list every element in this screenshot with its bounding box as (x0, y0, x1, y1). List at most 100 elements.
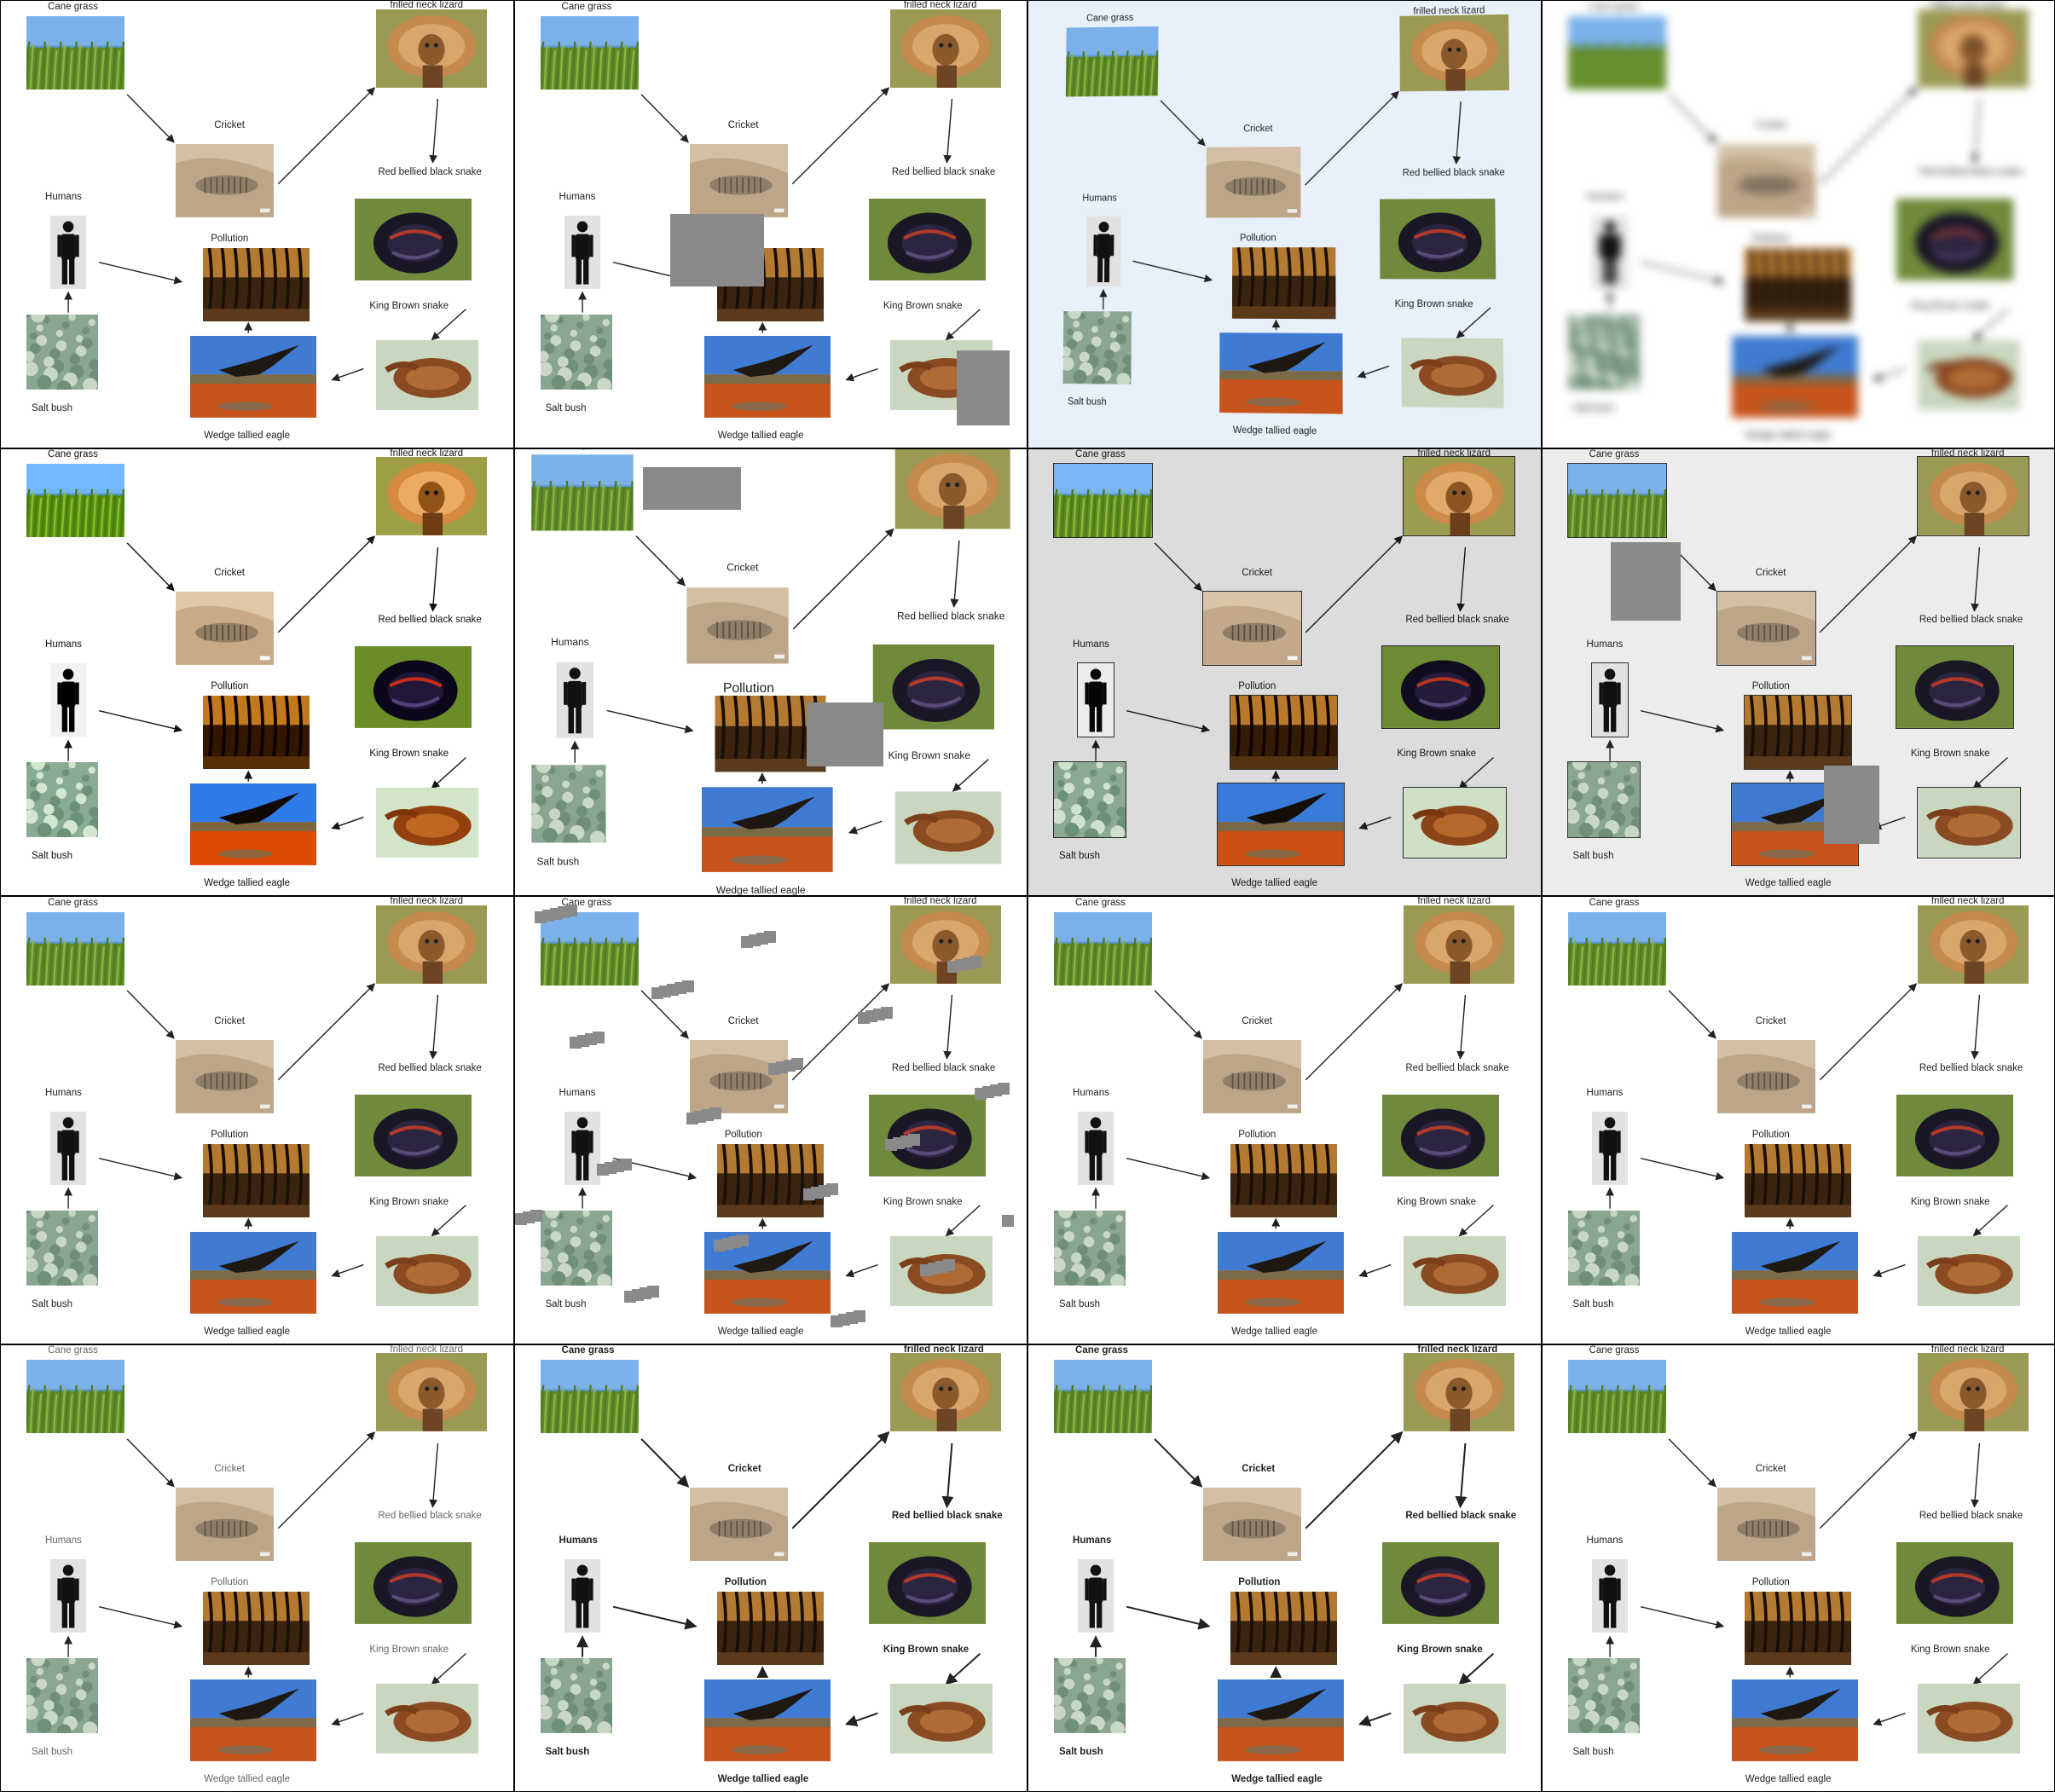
black-snake-photo-icon (1896, 1542, 2013, 1625)
arrow-red-bellied-black-snake-to-king-brown-snake (1972, 309, 2008, 341)
arrow-humans-to-pollution (98, 1158, 183, 1181)
eagle-photo-icon (1219, 332, 1343, 414)
arrow-humans-to-pollution (1640, 1158, 1724, 1181)
arrow-cane-grass-to-cricket (1154, 1437, 1203, 1488)
food-web-panel-5: Cane grass frilled neck lizard Cricket Red … (1, 448, 513, 895)
label-pollution: Pollution (1751, 681, 1790, 692)
arrow-king-brown-snake-to-wedge-tailed-eagle (331, 816, 364, 830)
label-frilled-neck-lizard: frilled neck lizard (1413, 5, 1485, 17)
arrow-king-brown-snake-to-wedge-tailed-eagle (1358, 1263, 1392, 1278)
arrows-layer (1091, 535, 1494, 830)
label-cane-grass: Cane grass (1075, 1345, 1129, 1356)
occlusion-block (642, 467, 741, 511)
label-wedge-tailed-eagle: Wedge tallied eagle (1745, 430, 1832, 441)
label-wedge-tailed-eagle: Wedge tallied eagle (715, 884, 806, 895)
label-salt-bush: Salt bush (535, 856, 579, 867)
eagle-photo-icon (1217, 783, 1346, 867)
label-frilled-neck-lizard: frilled neck lizard (390, 897, 464, 906)
label-frilled-neck-lizard: frilled neck lizard (903, 1344, 984, 1355)
label-king-brown-snake: King Brown snake (1397, 749, 1477, 760)
pollution-photo-icon (1230, 695, 1339, 771)
arrow-cricket-to-frilled-neck-lizard (1819, 983, 1917, 1081)
grass-photo-icon (1567, 911, 1666, 986)
eagle-photo-icon (703, 1679, 831, 1762)
brown-snake-photo-icon (376, 788, 479, 858)
arrow-cane-grass-to-cricket (1154, 990, 1202, 1039)
label-red-bellied-black-snake: Red bellied black snake (1919, 1062, 2023, 1073)
label-salt-bush: Salt bush (32, 851, 72, 862)
label-humans: Humans (45, 191, 82, 202)
arrow-frilled-neck-lizard-to-red-bellied-black-snake (429, 546, 439, 612)
arrow-cricket-to-frilled-neck-lizard (277, 535, 376, 633)
black-snake-photo-icon (1896, 1094, 2013, 1176)
pollution-photo-icon (203, 696, 310, 770)
lizard-photo-icon (889, 9, 1001, 88)
label-red-bellied-black-snake: Red bellied black snake (891, 1062, 996, 1073)
arrow-cricket-to-frilled-neck-lizard (791, 1431, 889, 1529)
label-humans: Humans (559, 1535, 598, 1546)
label-pollution: Pollution (1751, 1129, 1790, 1140)
black-snake-photo-icon (1896, 198, 2013, 280)
arrow-cricket-to-frilled-neck-lizard (792, 528, 894, 629)
label-salt-bush: Salt bush (1059, 851, 1100, 862)
grass-photo-icon (26, 15, 125, 90)
label-pollution: Pollution (1238, 1577, 1281, 1588)
arrow-cane-grass-to-cricket (126, 1437, 175, 1488)
label-cricket: Cricket (1242, 1464, 1276, 1475)
arrows-layer (1091, 983, 1494, 1278)
label-humans: Humans (1586, 1535, 1624, 1546)
arrow-frilled-neck-lizard-to-red-bellied-black-snake (942, 994, 952, 1060)
arrows-layer (1605, 1431, 2008, 1726)
arrow-red-bellied-black-snake-to-king-brown-snake (952, 758, 989, 792)
arrow-red-bellied-black-snake-to-king-brown-snake (1458, 756, 1494, 789)
saltbush-photo-icon (1054, 1210, 1126, 1286)
arrow-humans-to-pollution (1132, 261, 1212, 280)
label-frilled-neck-lizard: frilled neck lizard (1417, 448, 1491, 459)
label-frilled-neck-lizard: frilled neck lizard (1417, 1344, 1498, 1355)
pollution-photo-icon (715, 695, 826, 772)
label-salt-bush: Salt bush (1059, 1747, 1103, 1758)
label-cricket: Cricket (1755, 119, 1786, 130)
label-cricket: Cricket (1242, 568, 1272, 579)
lizard-photo-icon (1399, 14, 1510, 92)
arrow-cane-grass-to-cricket (126, 94, 175, 143)
label-wedge-tailed-eagle: Wedge tallied eagle (1745, 1774, 1832, 1785)
label-frilled-neck-lizard: frilled neck lizard (1417, 897, 1491, 906)
cricket-photo-icon (1716, 591, 1816, 667)
label-king-brown-snake: King Brown snake (1394, 298, 1473, 309)
arrows-layer (1090, 1431, 1495, 1726)
lizard-photo-icon (1404, 905, 1515, 984)
grass-photo-icon (1053, 463, 1154, 539)
occlusion-block (669, 213, 764, 286)
label-frilled-neck-lizard: frilled neck lizard (1931, 897, 2005, 906)
label-king-brown-snake: King Brown snake (888, 749, 970, 761)
label-humans: Humans (1082, 193, 1117, 204)
arrows-layer (64, 1431, 466, 1726)
food-web-diagram: Cane grass frilled neck lizard Cricket Red … (515, 897, 1028, 1344)
arrow-humans-to-pollution (1640, 709, 1724, 732)
brown-snake-photo-icon (376, 1235, 479, 1306)
arrow-king-brown-snake-to-wedge-tailed-eagle (844, 1263, 878, 1278)
saltbush-photo-icon (26, 1210, 99, 1286)
human-figure-icon (50, 1559, 87, 1633)
pollution-photo-icon (716, 1143, 824, 1217)
label-cane-grass: Cane grass (1086, 13, 1134, 24)
brown-snake-photo-icon (376, 1684, 479, 1754)
food-web-panel-9: Cane grass frilled neck lizard Cricket Red … (1, 897, 513, 1344)
arrow-red-bellied-black-snake-to-king-brown-snake (944, 1652, 981, 1685)
saltbush-photo-icon (1567, 1210, 1640, 1286)
label-humans: Humans (1073, 639, 1109, 650)
arrow-humans-to-pollution (98, 262, 183, 285)
arrows-layer (64, 87, 466, 382)
arrow-frilled-neck-lizard-to-red-bellied-black-snake (1970, 994, 1980, 1060)
label-king-brown-snake: King Brown snake (1397, 1645, 1483, 1656)
arrows-layer (570, 528, 989, 835)
black-snake-photo-icon (355, 1094, 472, 1176)
cricket-photo-icon (1203, 1488, 1302, 1562)
saltbush-photo-icon (1567, 1658, 1640, 1734)
arrow-red-bellied-black-snake-to-king-brown-snake (1972, 756, 2008, 789)
food-web-panel-14: Cane grass frilled neck lizard Cricket Red … (514, 1344, 1027, 1791)
black-snake-photo-icon (1382, 1542, 1500, 1625)
lizard-photo-icon (894, 448, 1010, 529)
